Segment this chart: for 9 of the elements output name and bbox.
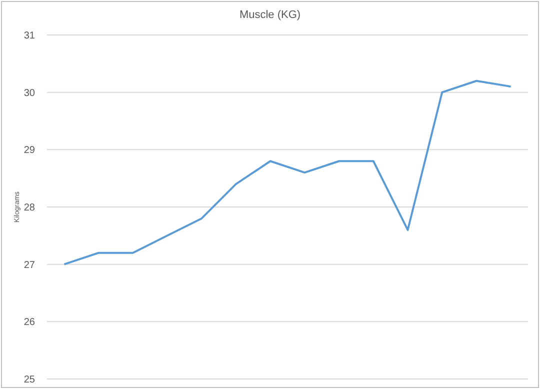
y-tick-label: 25 (24, 374, 36, 386)
y-tick-label: 27 (24, 260, 36, 271)
y-tick-label: 26 (24, 317, 36, 328)
y-tick-label: 28 (24, 202, 36, 214)
y-tick-label: 29 (24, 145, 36, 156)
y-tick-label: 31 (24, 30, 36, 42)
chart-title: Muscle (KG) (239, 9, 301, 21)
y-tick-label: 30 (24, 88, 36, 99)
line-series (63, 80, 512, 266)
